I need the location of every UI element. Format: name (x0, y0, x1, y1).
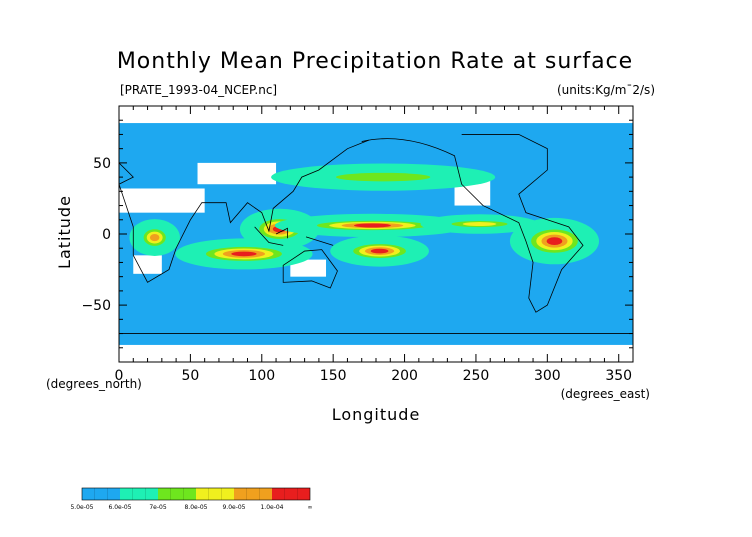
field-layer (119, 106, 633, 362)
x-tick-label: 0 (115, 368, 124, 384)
precip-east-pacific-itcz-level-3 (462, 222, 497, 227)
precip-pacific-itcz-north-level-5 (353, 223, 391, 228)
coastline-5 (254, 226, 334, 246)
dry-region-sahara-arabia (119, 188, 205, 213)
x-tick-label: 200 (391, 368, 418, 384)
dry-region-central-asia (197, 162, 277, 185)
colorbar-bin (158, 488, 196, 500)
coastline-1 (361, 134, 584, 313)
units-label: (units:Kg/m¯2/s) (557, 83, 655, 97)
precip-central-africa-level-4 (149, 234, 160, 242)
colorbar-label: ∞ (308, 504, 313, 511)
dry-region-arctic (119, 106, 633, 124)
x-tick-label: 350 (605, 368, 632, 384)
precip-north-pacific-storm-track-level-2 (336, 172, 431, 182)
precip-indian-ocean-band-level-5 (231, 251, 257, 257)
dataset-file-label: [PRATE_1993-04_NCEP.nc] (120, 83, 277, 97)
colorbar-label: 5.0e-05 (70, 504, 93, 511)
colorbar-bin (120, 488, 158, 500)
colorbar-label: 7e-05 (149, 504, 166, 511)
coastline-2 (119, 139, 370, 283)
x-tick-label: 300 (534, 368, 561, 384)
plot-area (119, 106, 633, 362)
colorbar-bin (272, 488, 310, 500)
y-tick-label: −50 (81, 298, 111, 314)
colorbar-bin (82, 488, 120, 500)
coastline-3 (282, 249, 338, 289)
colorbar: 5.0e-05 6.0e-05 7e-05 8.0e-05 9.0e-05 1.0e-04… (70, 487, 313, 511)
y-unit-label: (degrees_north) (46, 377, 142, 391)
x-tick-label: 250 (463, 368, 490, 384)
colorbar-bin (234, 488, 272, 500)
precip-pacific-spcz-level-5 (370, 248, 389, 254)
dry-region-antarctica (119, 344, 633, 362)
x-tick-label: 100 (248, 368, 275, 384)
dry-region-australia-interior (290, 259, 327, 277)
x-tick-label: 50 (181, 368, 199, 384)
colorbar-label: 8.0e-05 (184, 504, 207, 511)
y-axis-label: Latitude (55, 195, 74, 269)
colorbar-label: 1.0e-04 (260, 504, 283, 511)
y-tick-label: 0 (102, 227, 111, 243)
chart-title: Monthly Mean Precipitation Rate at surfa… (117, 49, 633, 74)
y-tick-label: 50 (93, 156, 111, 172)
colorbar-frame (81, 487, 311, 501)
colorbar-bin (196, 488, 234, 500)
axes: 0 50 100 150 200 250 300 350 50 0 −50 (81, 105, 634, 384)
colorbar-label: 6.0e-05 (108, 504, 131, 511)
x-tick-label: 150 (320, 368, 347, 384)
colorbar-label: 9.0e-05 (222, 504, 245, 511)
precip-amazon-level-5 (546, 237, 563, 245)
dry-region-southern-africa (133, 255, 162, 274)
x-unit-label: (degrees_east) (561, 387, 650, 401)
x-axis-label: Longitude (332, 405, 421, 424)
